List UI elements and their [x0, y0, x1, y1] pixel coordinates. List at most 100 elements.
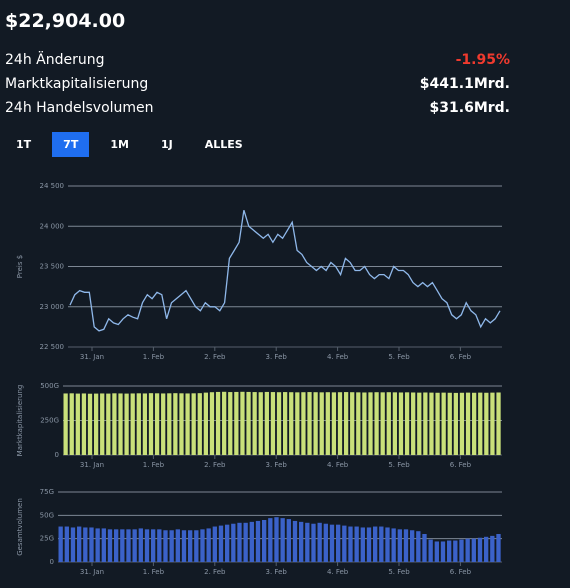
y-axis-title: Marktkapitalisierung — [16, 385, 24, 457]
range-tab[interactable]: 1J — [160, 138, 173, 151]
bar — [70, 527, 76, 562]
x-tick-label: 3. Feb — [266, 568, 288, 576]
y-axis-title: Preis $ — [16, 255, 24, 278]
bar — [243, 522, 248, 562]
bar — [148, 393, 154, 455]
bar — [403, 529, 409, 562]
bar — [295, 392, 300, 455]
bar — [114, 529, 119, 562]
bar — [472, 392, 477, 455]
bar — [276, 392, 282, 455]
y-tick-label: 22 500 — [40, 343, 65, 351]
range-tab[interactable]: ALLES — [204, 138, 243, 151]
bar — [255, 520, 261, 562]
x-tick-label: 1. Feb — [143, 461, 165, 469]
bar — [319, 392, 324, 455]
bar — [417, 392, 422, 455]
y-tick-label: 500G — [40, 382, 59, 390]
stat-label: Marktkapitalisierung — [5, 76, 149, 92]
bar — [337, 392, 343, 455]
bar — [75, 393, 80, 455]
bar — [490, 535, 495, 562]
bar — [58, 526, 63, 562]
bar — [234, 391, 239, 455]
bar — [81, 393, 87, 455]
bar — [342, 525, 347, 562]
bar — [144, 529, 150, 562]
bar — [477, 537, 483, 562]
bar — [440, 541, 446, 562]
bar — [299, 521, 304, 562]
bar — [203, 392, 209, 455]
bar — [161, 393, 166, 455]
bar — [188, 530, 193, 562]
bar — [350, 392, 355, 455]
stat-value: -1.95% — [455, 52, 510, 68]
bar — [459, 392, 465, 455]
bar — [228, 392, 233, 455]
bar — [283, 392, 288, 455]
bar — [368, 392, 373, 455]
range-tab[interactable]: 1T — [16, 138, 32, 151]
x-tick-label: 4. Feb — [327, 353, 349, 361]
bar — [471, 538, 476, 562]
bar — [118, 393, 123, 455]
bar — [151, 529, 156, 562]
bar — [386, 392, 391, 455]
bar — [64, 526, 69, 562]
tabs: 1T 7T 1M 1J ALLES — [5, 132, 254, 157]
bar — [222, 391, 227, 455]
stat-label: 24h Änderung — [5, 52, 105, 68]
bar — [185, 393, 190, 455]
bar — [89, 527, 94, 562]
bar — [93, 393, 99, 455]
y-axis-title: Gesamtvolumen — [16, 498, 24, 556]
bar — [95, 528, 100, 562]
bar — [323, 523, 328, 562]
bar — [286, 519, 291, 562]
bar — [428, 539, 433, 562]
range-tab[interactable]: 7T — [52, 132, 90, 157]
bar — [136, 393, 141, 455]
bar — [484, 392, 489, 455]
bar — [292, 520, 298, 562]
x-tick-label: 4. Feb — [327, 461, 349, 469]
bar — [398, 392, 404, 455]
x-tick-label: 3. Feb — [266, 353, 288, 361]
bar — [106, 393, 111, 455]
bar — [258, 392, 263, 455]
bar — [157, 529, 162, 562]
bar — [354, 526, 359, 562]
x-tick-label: 6. Feb — [450, 461, 472, 469]
bar — [289, 392, 294, 455]
bar — [496, 392, 501, 455]
bar — [423, 392, 428, 455]
bar — [380, 392, 385, 455]
bar — [325, 392, 330, 455]
x-tick-label: 6. Feb — [450, 568, 472, 576]
bar — [218, 525, 224, 562]
bar — [490, 392, 495, 455]
y-tick-label: 24 500 — [40, 182, 65, 190]
y-tick-label: 25G — [40, 535, 54, 543]
bar — [163, 530, 168, 562]
bar — [130, 393, 135, 455]
bar — [101, 528, 106, 562]
bar — [173, 393, 178, 455]
stat-value: $441.1Mrd. — [419, 76, 510, 92]
bar — [311, 523, 316, 562]
bar — [391, 528, 396, 562]
bar — [120, 529, 125, 562]
bar — [175, 529, 180, 562]
bar — [422, 534, 427, 562]
bar — [200, 529, 205, 562]
y-tick-label: 50G — [40, 511, 54, 519]
x-tick-label: 31. Jan — [80, 461, 104, 469]
bar — [441, 392, 446, 455]
bar — [63, 393, 68, 455]
bar — [169, 530, 174, 562]
bar — [429, 392, 434, 455]
bar — [397, 529, 402, 562]
range-tab[interactable]: 1M — [110, 138, 129, 151]
x-tick-label: 2. Feb — [204, 461, 226, 469]
